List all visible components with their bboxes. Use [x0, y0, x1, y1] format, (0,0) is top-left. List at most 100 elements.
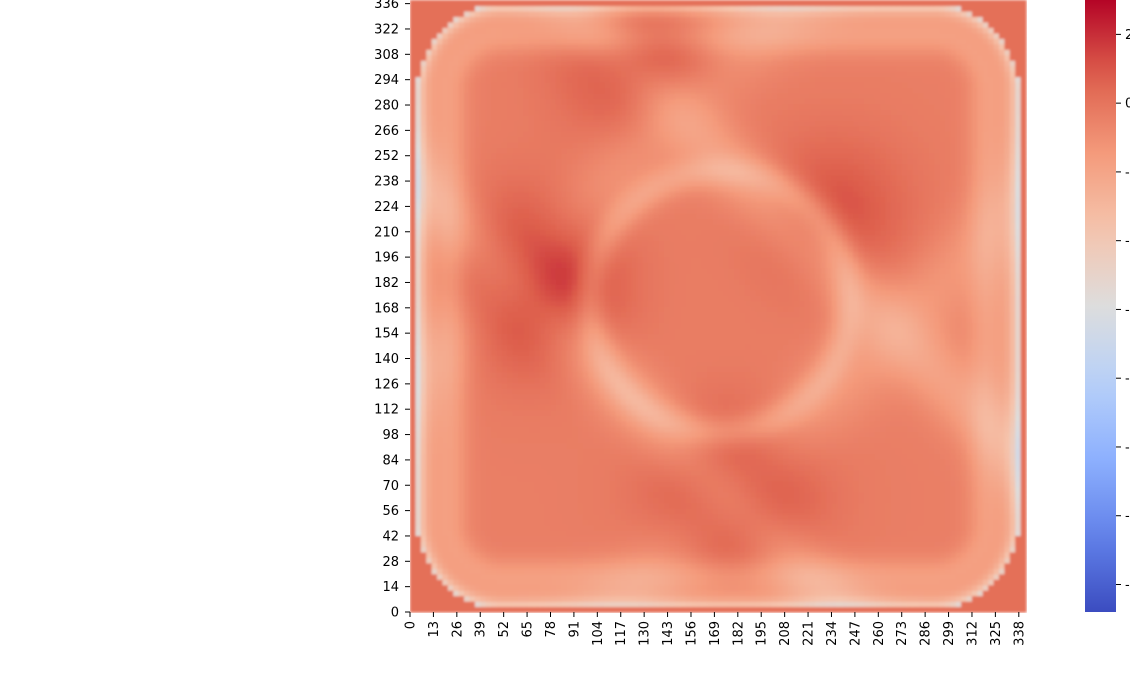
heatmap-cell — [928, 377, 935, 384]
heatmap-cell — [831, 568, 838, 575]
heatmap-cell — [993, 486, 1000, 493]
heatmap-cell — [745, 551, 752, 558]
heatmap-cell — [718, 469, 724, 476]
heatmap-cell — [707, 475, 714, 482]
heatmap-cell — [1020, 486, 1027, 493]
heatmap-cell — [469, 486, 476, 493]
heatmap-cell — [934, 453, 941, 460]
heatmap-cell — [620, 540, 627, 548]
heatmap-cell — [620, 398, 627, 405]
heatmap-cell — [491, 508, 498, 515]
heatmap-cell — [534, 524, 541, 531]
heatmap-cell — [588, 371, 595, 378]
heatmap-cell — [755, 530, 762, 537]
heatmap-cell — [447, 426, 454, 433]
heatmap-cell — [820, 426, 827, 433]
heatmap-cell — [842, 568, 849, 575]
heatmap-cell — [442, 584, 449, 591]
heatmap-cell — [901, 584, 908, 591]
heatmap-cell — [496, 453, 503, 460]
heatmap-cell — [928, 404, 935, 411]
heatmap-cell — [636, 393, 643, 400]
heatmap-cell — [685, 437, 692, 444]
heatmap-cell — [420, 420, 427, 427]
heatmap-cell — [982, 573, 989, 580]
heatmap-cell — [809, 606, 816, 613]
heatmap-cell — [863, 442, 870, 449]
heatmap-cell — [582, 502, 589, 509]
heatmap-cell — [950, 502, 957, 509]
heatmap-cell — [804, 530, 811, 537]
heatmap-cell — [1004, 513, 1011, 520]
heatmap-cell — [523, 420, 530, 427]
heatmap-cell — [528, 464, 535, 471]
heatmap-cell — [826, 573, 833, 580]
heatmap-cell — [815, 508, 822, 515]
heatmap-cell — [988, 557, 995, 564]
heatmap-cell — [680, 508, 687, 515]
heatmap-cell — [912, 426, 919, 433]
heatmap-cell — [496, 579, 503, 586]
heatmap-cell — [647, 437, 654, 444]
heatmap-cell — [880, 459, 887, 466]
heatmap-cell — [534, 448, 541, 455]
heatmap-cell — [410, 601, 416, 608]
heatmap-cell — [469, 371, 476, 378]
heatmap-cell — [1009, 562, 1016, 569]
heatmap-cell — [501, 398, 508, 405]
heatmap-cell — [474, 562, 481, 569]
heatmap-cell — [539, 442, 546, 449]
heatmap-cell — [863, 437, 870, 444]
heatmap-cell — [550, 584, 557, 591]
heatmap-cell — [966, 486, 973, 493]
heatmap-cell — [512, 557, 519, 564]
heatmap-cell — [971, 513, 978, 520]
heatmap-cell — [896, 382, 903, 389]
heatmap-cell — [572, 409, 579, 416]
heatmap-cell — [674, 497, 681, 504]
heatmap-cell — [934, 442, 941, 449]
heatmap-cell — [820, 562, 827, 569]
heatmap-cell — [523, 398, 530, 405]
heatmap-cell — [604, 475, 611, 482]
heatmap-cell — [420, 557, 427, 564]
heatmap-cell — [718, 601, 724, 608]
heatmap-cell — [453, 595, 460, 602]
heatmap-cell — [1004, 551, 1011, 558]
heatmap-cell — [501, 437, 508, 444]
heatmap-cell — [842, 448, 849, 455]
heatmap-cell — [453, 524, 460, 531]
heatmap-cell — [885, 557, 892, 564]
heatmap-cell — [545, 606, 552, 613]
heatmap-cell — [458, 398, 465, 405]
heatmap-cell — [469, 519, 476, 526]
heatmap-cell — [534, 568, 541, 575]
heatmap-cell — [804, 551, 811, 558]
heatmap-cell — [1015, 508, 1022, 515]
heatmap-cell — [944, 584, 951, 591]
heatmap-cell — [788, 486, 795, 493]
heatmap-cell — [880, 502, 887, 509]
heatmap-cell — [896, 519, 903, 526]
heatmap-cell — [793, 398, 800, 405]
heatmap-cell — [474, 502, 481, 509]
heatmap-cell — [1004, 573, 1011, 580]
heatmap-cell — [998, 573, 1005, 580]
heatmap-cell — [842, 382, 849, 389]
heatmap-cell — [799, 568, 806, 575]
heatmap-cell — [696, 584, 703, 591]
heatmap-cell — [907, 530, 914, 537]
heatmap-cell — [609, 469, 616, 476]
heatmap-cell — [663, 371, 670, 378]
heatmap-cell — [663, 469, 670, 476]
heatmap-cell — [690, 590, 697, 597]
heatmap-cell — [745, 453, 752, 460]
heatmap-cell — [539, 404, 546, 411]
heatmap-cell — [939, 464, 946, 471]
heatmap-cell — [950, 508, 957, 515]
heatmap-cell — [853, 513, 860, 520]
heatmap-cell — [474, 491, 481, 498]
heatmap-cell — [934, 409, 941, 416]
heatmap-cell — [826, 595, 833, 602]
heatmap-cell — [609, 448, 616, 455]
